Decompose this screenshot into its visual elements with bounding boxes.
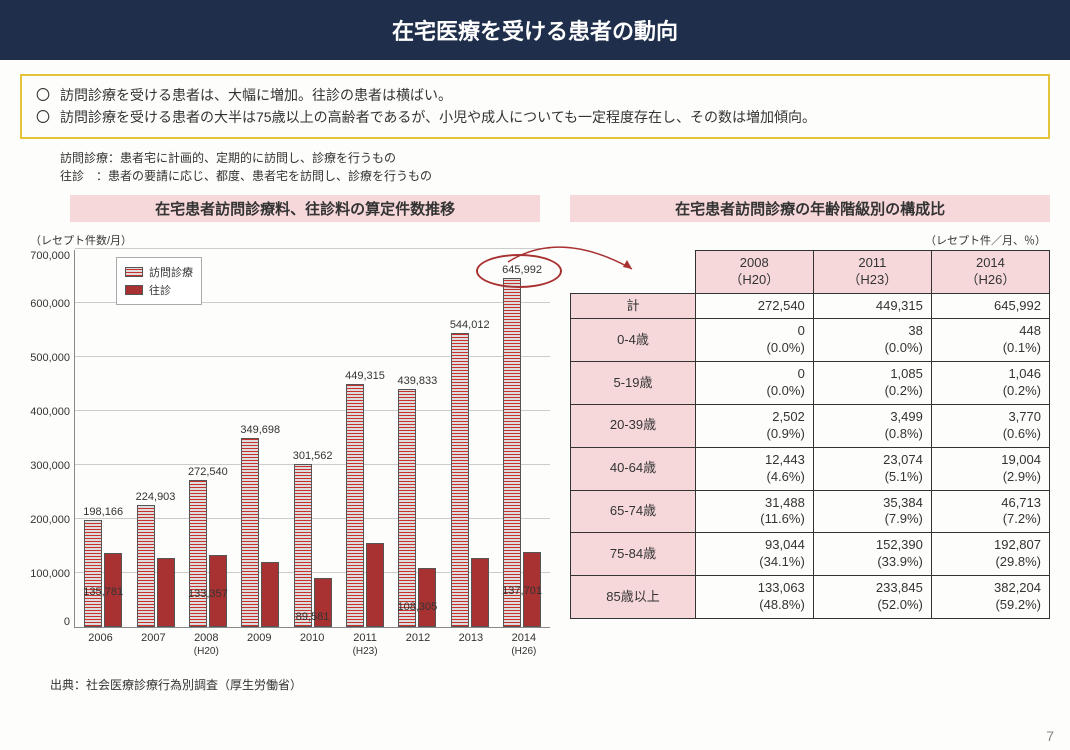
chart-source: 出典：社会医療診療行為別調査（厚生労働省） bbox=[50, 676, 550, 693]
definition-visit: 訪問診療：患者宅に計画的、定期的に訪問し、診療を行うもの bbox=[60, 149, 1070, 167]
table-subtitle: 在宅患者訪問診療の年齢階級別の構成比 bbox=[570, 195, 1050, 222]
y-axis-unit: （レセプト件数/月） bbox=[30, 232, 550, 248]
bullet-circle: 〇 bbox=[36, 106, 50, 128]
chart-panel: 在宅患者訪問診療料、往診料の算定件数推移 （レセプト件数/月） 700,0006… bbox=[20, 195, 550, 693]
chart-plot: 198,166135,781224,903272,540133,357349,6… bbox=[74, 250, 550, 628]
table-panel: 在宅患者訪問診療の年齢階級別の構成比 （レセプト件／月、％） 2008（H20）… bbox=[570, 195, 1050, 693]
legend-label-house: 往診 bbox=[149, 282, 171, 298]
y-axis: 700,000600,000500,000400,000300,000200,0… bbox=[20, 250, 74, 628]
x-axis: 200620072008(H20)200920102011(H23)201220… bbox=[20, 628, 550, 658]
bullet-circle: 〇 bbox=[36, 84, 50, 106]
table-unit: （レセプト件／月、％） bbox=[570, 232, 1050, 248]
legend-swatch-house bbox=[125, 285, 143, 295]
chart-subtitle: 在宅患者訪問診療料、往診料の算定件数推移 bbox=[70, 195, 540, 222]
age-distribution-table: 2008（H20）2011（H23）2014（H26）計272,540449,3… bbox=[570, 250, 1050, 619]
chart-legend: 訪問診療 往診 bbox=[116, 257, 202, 305]
summary-callout: 〇訪問診療を受ける患者は、大幅に増加。往診の患者は横ばい。 〇訪問診療を受ける患… bbox=[20, 74, 1050, 139]
callout-line1: 訪問診療を受ける患者は、大幅に増加。往診の患者は横ばい。 bbox=[60, 84, 452, 106]
callout-line2: 訪問診療を受ける患者の大半は75歳以上の高齢者であるが、小児や成人についても一定… bbox=[60, 106, 816, 128]
legend-swatch-visit bbox=[125, 267, 143, 277]
definition-house: 往診 ：患者の要請に応じ、都度、患者宅を訪問し、診療を行うもの bbox=[60, 167, 1070, 185]
definitions: 訪問診療：患者宅に計画的、定期的に訪問し、診療を行うもの 往診 ：患者の要請に応… bbox=[60, 149, 1070, 185]
legend-label-visit: 訪問診療 bbox=[149, 264, 193, 280]
page-number: 7 bbox=[1046, 728, 1054, 744]
page-title: 在宅医療を受ける患者の動向 bbox=[0, 0, 1070, 60]
